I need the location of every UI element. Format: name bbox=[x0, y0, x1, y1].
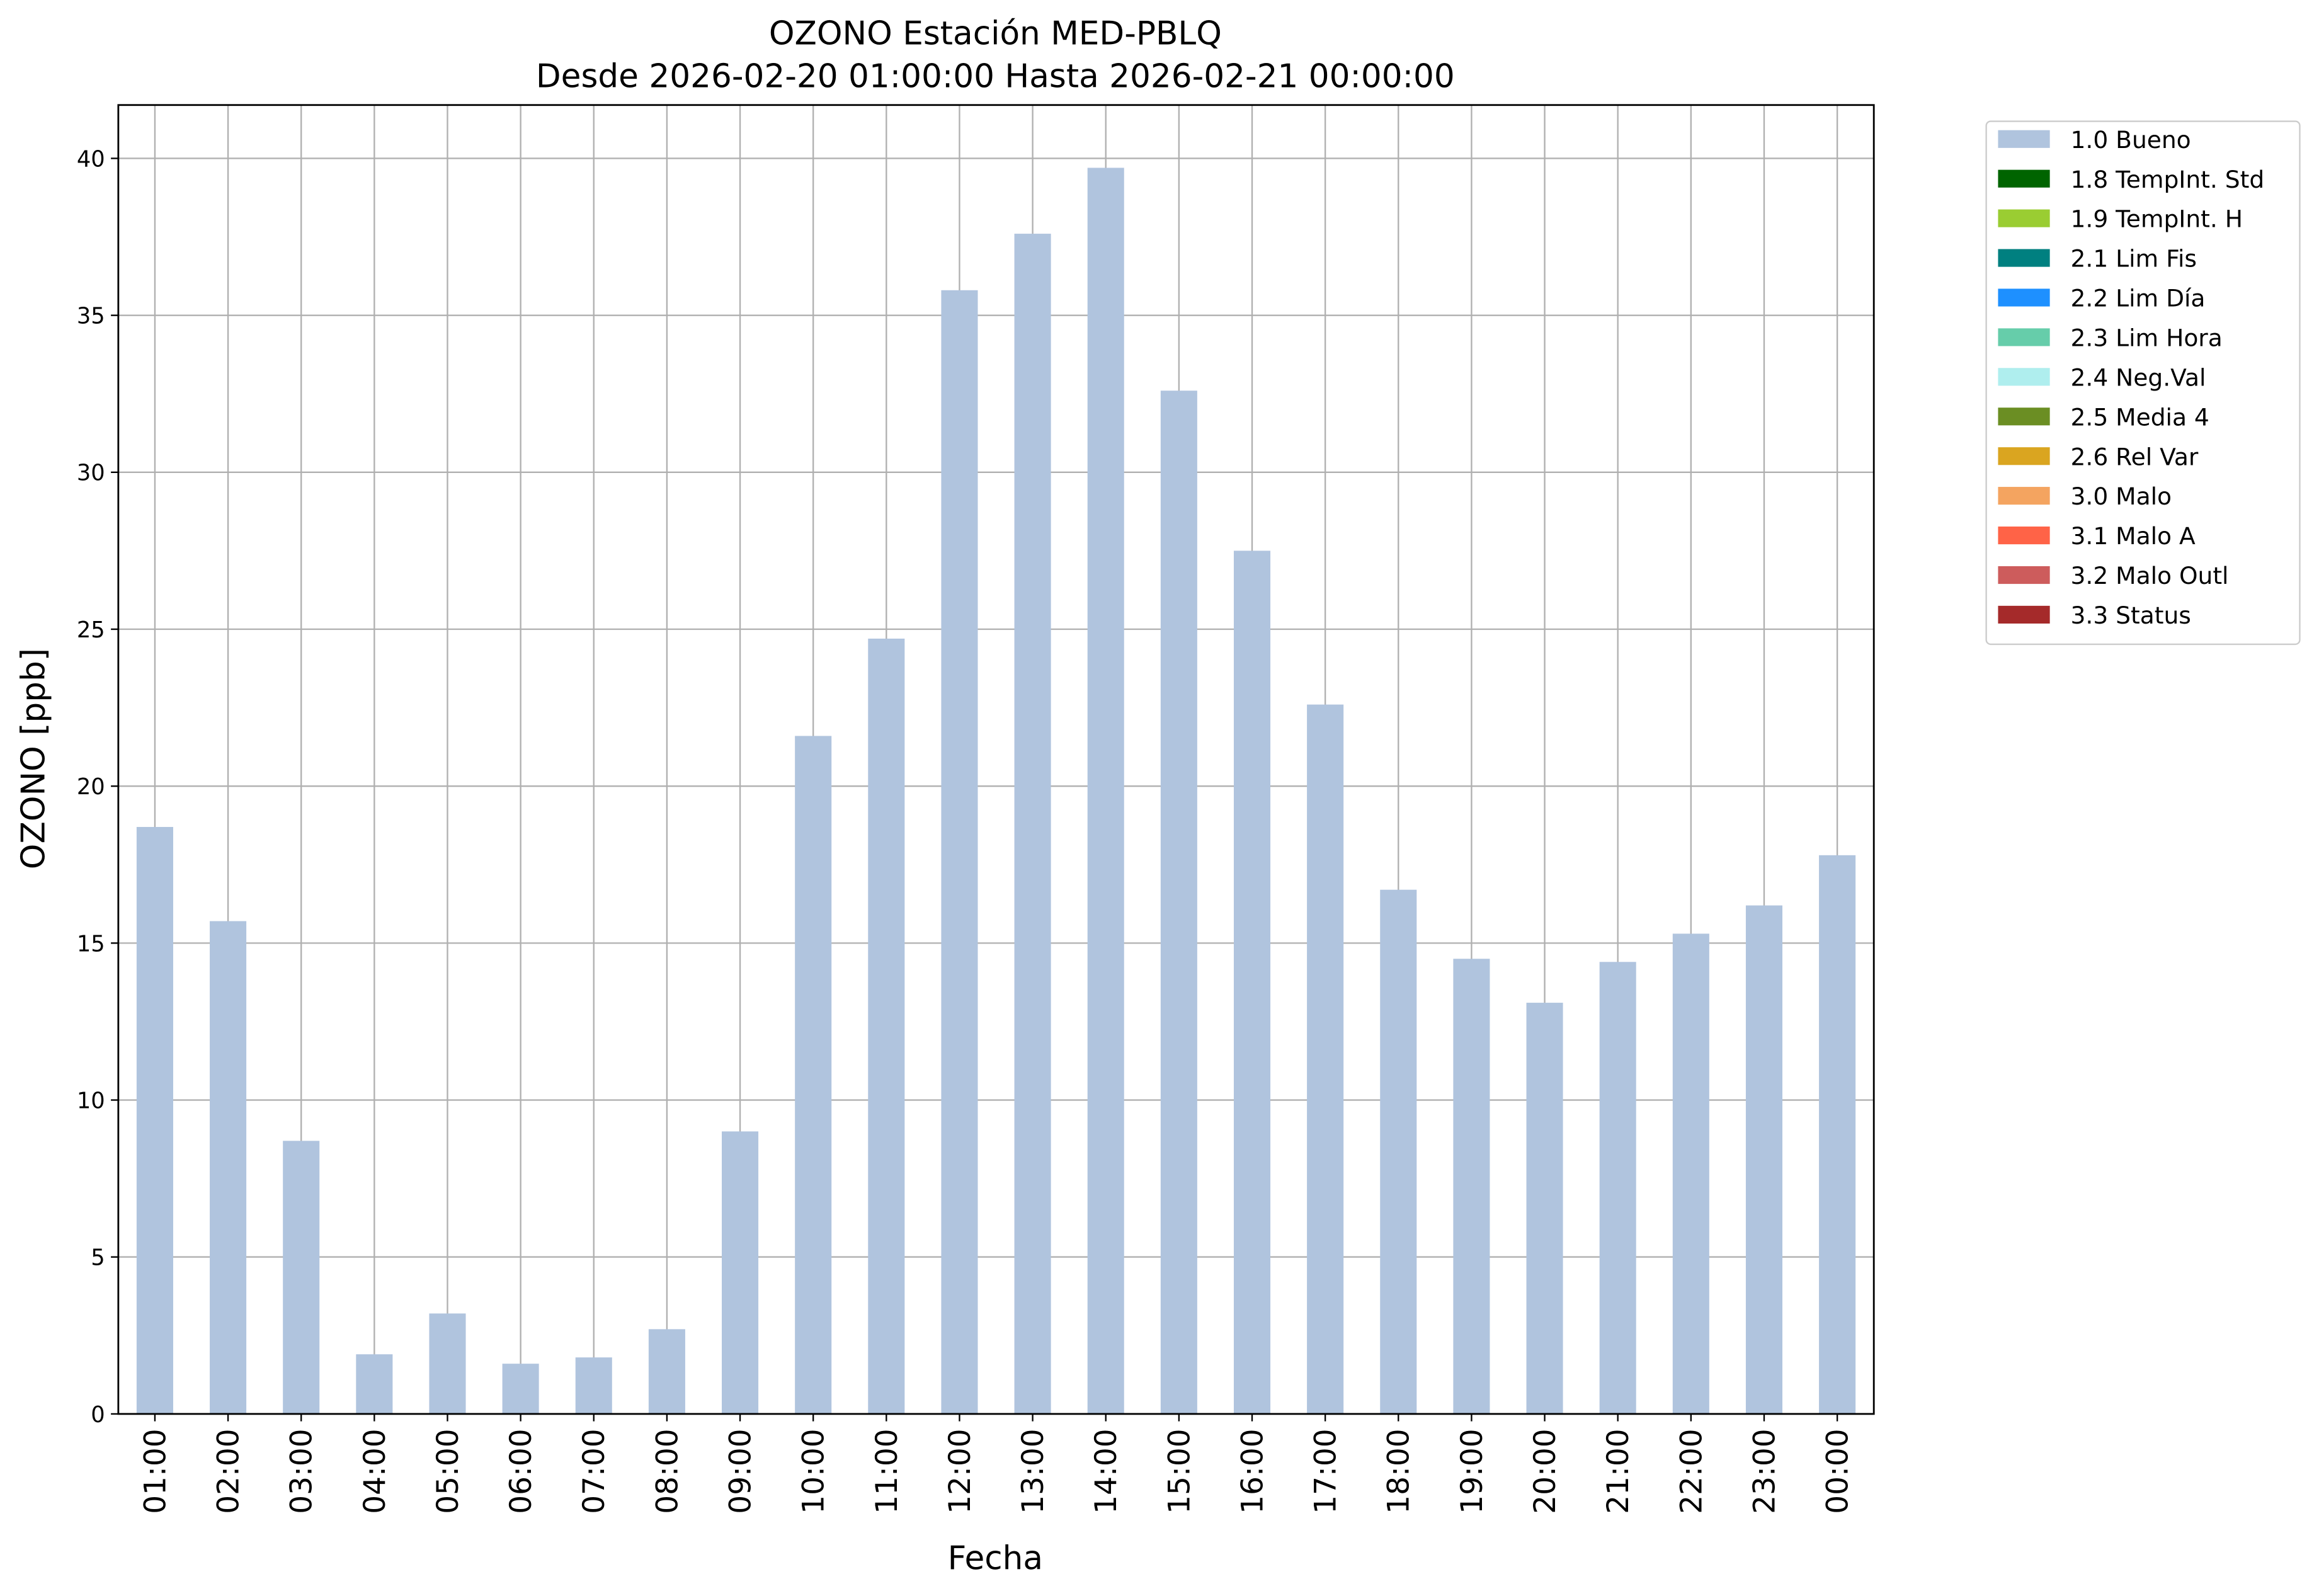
bar bbox=[1087, 168, 1124, 1414]
legend-label: 1.9 TempInt. H bbox=[2071, 205, 2243, 233]
y-tick-label: 30 bbox=[77, 460, 105, 486]
bar bbox=[210, 921, 247, 1414]
x-tick-label: 14:00 bbox=[1089, 1428, 1124, 1513]
x-tick-label: 04:00 bbox=[358, 1428, 392, 1513]
legend-label: 2.6 Rel Var bbox=[2071, 443, 2199, 470]
x-tick-label: 22:00 bbox=[1674, 1428, 1709, 1513]
bar bbox=[356, 1354, 393, 1414]
legend-label: 3.1 Malo A bbox=[2071, 522, 2196, 550]
x-tick-label: 19:00 bbox=[1455, 1428, 1490, 1513]
y-tick-label: 10 bbox=[77, 1088, 105, 1114]
x-axis-label: Fecha bbox=[948, 1539, 1043, 1577]
bar bbox=[429, 1313, 466, 1414]
legend-swatch bbox=[1998, 328, 2050, 346]
y-axis-label: OZONO [ppb] bbox=[14, 648, 52, 869]
bar bbox=[722, 1131, 759, 1414]
bar bbox=[1819, 855, 1856, 1414]
x-tick-label: 20:00 bbox=[1528, 1428, 1563, 1513]
x-tick-label: 00:00 bbox=[1821, 1428, 1855, 1513]
legend-swatch bbox=[1998, 605, 2050, 624]
legend-label: 2.1 Lim Fis bbox=[2071, 245, 2197, 273]
bar bbox=[1307, 704, 1344, 1414]
legend-label: 2.3 Lim Hora bbox=[2071, 324, 2223, 352]
x-tick-label: 07:00 bbox=[577, 1428, 612, 1513]
y-tick-label: 25 bbox=[77, 617, 105, 643]
legend-swatch bbox=[1998, 526, 2050, 545]
legend-swatch bbox=[1998, 447, 2050, 465]
bar bbox=[1599, 962, 1636, 1414]
y-tick-label: 0 bbox=[91, 1402, 105, 1428]
bar bbox=[648, 1329, 685, 1414]
x-tick-label: 06:00 bbox=[504, 1428, 538, 1513]
x-tick-label: 01:00 bbox=[138, 1428, 173, 1513]
legend-label: 1.8 TempInt. Std bbox=[2071, 166, 2265, 193]
chart-title: OZONO Estación MED-PBLQ bbox=[769, 14, 1222, 52]
x-tick-label: 03:00 bbox=[285, 1428, 319, 1513]
legend-swatch bbox=[1998, 249, 2050, 267]
legend-label: 2.4 Neg.Val bbox=[2071, 363, 2206, 391]
x-tick-label: 21:00 bbox=[1601, 1428, 1636, 1513]
legend-label: 2.5 Media 4 bbox=[2071, 403, 2209, 431]
bar bbox=[795, 736, 832, 1414]
y-tick-label: 15 bbox=[77, 931, 105, 957]
x-tick-label: 09:00 bbox=[723, 1428, 758, 1513]
x-tick-label: 11:00 bbox=[870, 1428, 904, 1513]
legend-box bbox=[1985, 120, 2301, 646]
legend-swatch bbox=[1998, 288, 2050, 307]
legend-swatch bbox=[1998, 487, 2050, 505]
bar bbox=[868, 638, 905, 1414]
bar bbox=[575, 1357, 612, 1414]
x-tick-label: 02:00 bbox=[212, 1428, 246, 1513]
x-tick-label: 17:00 bbox=[1309, 1428, 1343, 1513]
legend-label: 3.2 Malo Outl bbox=[2071, 562, 2229, 590]
y-tick-label: 5 bbox=[91, 1245, 105, 1271]
x-tick-label: 10:00 bbox=[797, 1428, 831, 1513]
legend-label: 3.3 Status bbox=[2071, 601, 2191, 629]
y-tick-label: 35 bbox=[77, 304, 105, 329]
bar bbox=[1380, 889, 1417, 1414]
x-tick-label: 16:00 bbox=[1235, 1428, 1270, 1513]
plot-frame bbox=[117, 104, 1875, 1415]
bar bbox=[502, 1364, 539, 1414]
bar bbox=[136, 826, 173, 1414]
legend-label: 3.0 Malo bbox=[2071, 482, 2172, 510]
legend-label: 2.2 Lim Día bbox=[2071, 285, 2206, 312]
x-tick-label: 08:00 bbox=[650, 1428, 685, 1513]
legend-swatch bbox=[1998, 368, 2050, 386]
chart-subtitle: Desde 2026-02-20 01:00:00 Hasta 2026-02-… bbox=[536, 58, 1455, 96]
bar bbox=[1233, 550, 1271, 1414]
bar bbox=[1526, 1003, 1563, 1414]
legend-swatch bbox=[1998, 169, 2050, 188]
x-tick-label: 13:00 bbox=[1016, 1428, 1051, 1513]
bar bbox=[1160, 390, 1197, 1414]
x-tick-label: 05:00 bbox=[431, 1428, 465, 1513]
legend-swatch bbox=[1998, 130, 2050, 148]
bar bbox=[1745, 905, 1783, 1414]
x-tick-label: 12:00 bbox=[943, 1428, 977, 1513]
legend-swatch bbox=[1998, 209, 2050, 227]
bar bbox=[1672, 933, 1709, 1414]
bar bbox=[283, 1141, 320, 1414]
bar bbox=[941, 290, 978, 1414]
y-tick-label: 40 bbox=[77, 146, 105, 172]
legend-swatch bbox=[1998, 408, 2050, 426]
x-tick-label: 15:00 bbox=[1162, 1428, 1197, 1513]
x-tick-label: 18:00 bbox=[1382, 1428, 1416, 1513]
y-tick-label: 20 bbox=[77, 774, 105, 800]
x-tick-label: 23:00 bbox=[1747, 1428, 1782, 1513]
bar bbox=[1453, 959, 1490, 1414]
legend-swatch bbox=[1998, 566, 2050, 584]
bar bbox=[1014, 234, 1051, 1414]
legend-label: 1.0 Bueno bbox=[2071, 126, 2191, 154]
